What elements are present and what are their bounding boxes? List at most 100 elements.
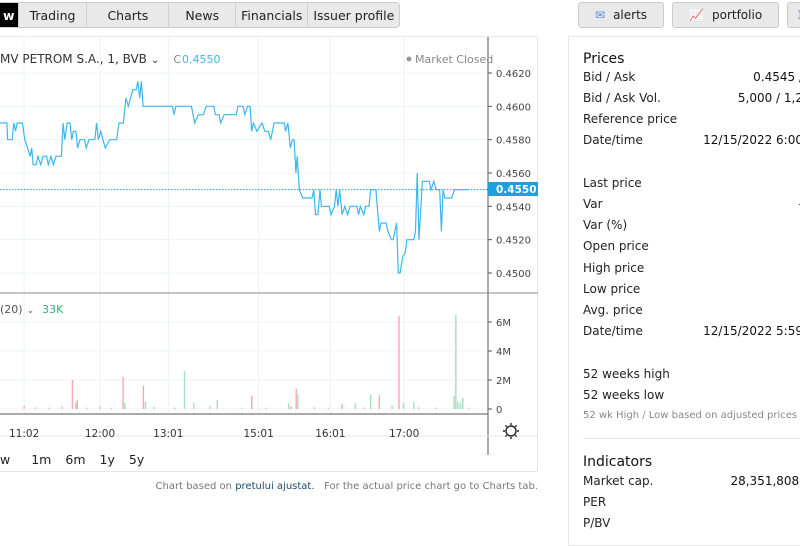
volume-bar — [459, 403, 462, 409]
volume-bar — [61, 406, 63, 409]
volume-bar — [76, 400, 78, 409]
price-tick-label: 0.4540 — [496, 202, 531, 213]
volume-bar — [99, 406, 101, 409]
indicators-heading: Indicators — [583, 454, 653, 470]
volume-bar — [71, 380, 74, 409]
price-tick-label: 0.4600 — [496, 102, 531, 113]
price-row: Date/time 12/15/2022 5:59 — [583, 324, 800, 340]
price-row: Avg. price — [583, 303, 800, 319]
row-value: 28,351,808, — [730, 474, 800, 488]
volume-bar — [370, 394, 372, 409]
volume-bar — [153, 406, 155, 409]
range-selector: w 1m 6m 1y 5y — [0, 452, 151, 467]
alerts-button[interactable]: ✉ alerts — [578, 2, 665, 28]
volume-bar — [413, 401, 415, 409]
volume-bar — [462, 398, 464, 409]
volume-bar — [183, 371, 186, 409]
row-label: Avg. price — [583, 303, 643, 317]
range-1w[interactable]: w — [0, 452, 11, 467]
settings-gear-icon[interactable] — [503, 423, 519, 439]
symbol-dropdown-chevron-icon[interactable]: ⌄ — [151, 55, 159, 66]
tab-issuer-profile[interactable]: Issuer profile — [313, 8, 395, 23]
row-label: Reference price — [583, 112, 678, 126]
row-label: High price — [583, 261, 645, 275]
last-price-tag-text: 0.4550 — [496, 184, 537, 196]
chart-footnote: Chart based on pretului ajustat. For the… — [155, 481, 538, 492]
tab-financials[interactable]: Financials — [236, 3, 309, 27]
price-row: Date/time 12/15/2022 6:00 — [583, 133, 800, 149]
volume-bar — [287, 403, 290, 409]
volume-bar — [363, 407, 366, 409]
time-tick-label: 11:02 — [9, 428, 39, 440]
chart-svg[interactable]: 11:02 12:00 13:01 15:01 16:01 17:00 0.4620 0.46… — [0, 37, 538, 473]
close-value: 0.4550 — [182, 53, 221, 66]
adjusted-price-link[interactable]: pretului ajustat. — [235, 481, 315, 492]
volume-label[interactable]: (20) — [0, 303, 23, 316]
prices-heading: Prices — [583, 51, 625, 67]
volume-bar — [142, 385, 145, 409]
range-1m[interactable]: 1m — [31, 452, 52, 467]
price-row: Bid / Ask 0.4545 / — [583, 70, 800, 86]
volume-bar — [417, 407, 420, 409]
volume-bar — [174, 407, 176, 409]
volume-bar — [34, 407, 36, 409]
volume-bar — [297, 394, 299, 409]
time-tick-label: 16:01 — [315, 428, 345, 440]
price-tick-label: 0.4500 — [496, 269, 531, 280]
row-label: Date/time — [583, 324, 643, 338]
volume-bar — [453, 395, 455, 409]
nav-tabs: w Trading Charts News Financials Issuer … — [0, 2, 401, 28]
price-row: Open price — [583, 239, 800, 255]
row-label: Market cap. — [583, 474, 654, 488]
watchlist-button[interactable]: ♖v — [787, 2, 800, 28]
price-chart[interactable]: 11:02 12:00 13:01 15:01 16:01 17:00 0.4620 0.46… — [0, 36, 538, 472]
indicator-row: PER — [583, 495, 800, 511]
row-label: Date/time — [583, 133, 643, 147]
volume-bar — [110, 407, 112, 409]
price-row: Bid / Ask Vol. 5,000 / 1,2 — [583, 91, 800, 107]
row-value: 5,000 / 1,2 — [737, 91, 800, 105]
row-label: Bid / Ask Vol. — [583, 91, 661, 105]
volume-bar — [144, 401, 147, 409]
price-row: Var (%) — [583, 218, 800, 234]
price-row: Var - — [583, 197, 800, 213]
price-tick-label: 0.4620 — [496, 69, 531, 80]
symbol-label[interactable]: MV PETROM S.A., 1, BVB — [0, 52, 147, 66]
price-row: Last price — [583, 176, 800, 192]
tab-charts[interactable]: Charts — [87, 3, 170, 27]
volume-bar — [341, 403, 343, 409]
indicator-row: P/BV — [583, 516, 800, 532]
close-prefix: C — [173, 53, 181, 66]
volume-bar — [457, 401, 459, 409]
range-1y[interactable]: 1y — [99, 452, 115, 467]
volume-bar — [75, 402, 77, 409]
volume-dropdown-chevron-icon[interactable]: ⌄ — [27, 306, 35, 316]
volume-bar — [23, 406, 25, 409]
volume-bar — [402, 403, 405, 409]
chart-growth-icon: 📈 — [689, 8, 704, 22]
section-divider — [583, 438, 800, 439]
range-6m[interactable]: 6m — [65, 452, 86, 467]
volume-bar — [48, 407, 50, 409]
row-label: 52 weeks low — [583, 388, 665, 402]
volume-bar — [313, 407, 316, 409]
volume-tick-label: 6M — [496, 318, 511, 329]
tab-news[interactable]: News — [169, 3, 237, 27]
price-row: Reference price — [583, 112, 800, 128]
range-5y[interactable]: 5y — [128, 452, 145, 467]
time-tick-label: 15:01 — [243, 428, 273, 440]
row-value: - — [799, 197, 800, 211]
volume-value: 33K — [42, 303, 64, 316]
volume-bar — [124, 403, 126, 409]
tab-trading[interactable]: Trading — [19, 3, 88, 27]
row-label: Last price — [583, 176, 642, 190]
volume-tick-label: 4M — [496, 347, 511, 358]
row-value: 12/15/2022 6:00 — [703, 133, 800, 147]
volume-bar — [435, 407, 437, 409]
volume-bar — [122, 377, 124, 409]
portfolio-button[interactable]: 📈 portfolio — [672, 2, 780, 28]
tab-overview[interactable]: w — [0, 3, 19, 27]
row-label: Low price — [583, 282, 641, 296]
ribbon-icon: ♖ — [796, 8, 800, 22]
volume-bar — [86, 407, 88, 409]
